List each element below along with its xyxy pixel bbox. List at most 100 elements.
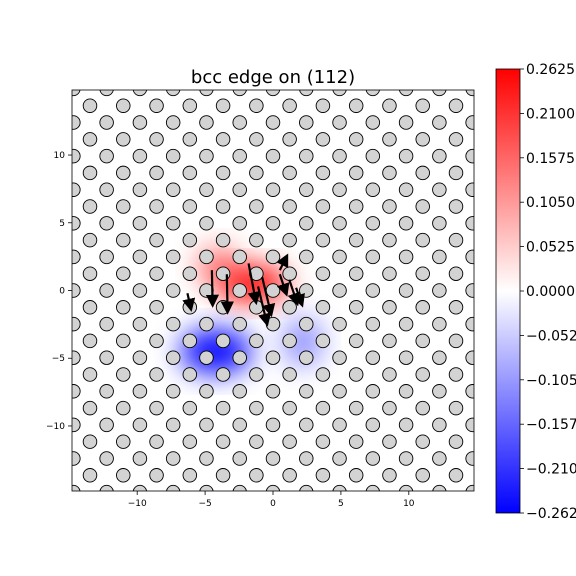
atom: [365, 316, 381, 332]
atom: [82, 300, 98, 315]
atom: [132, 484, 148, 491]
atom: [382, 468, 397, 483]
atom: [448, 132, 464, 147]
atom: [265, 417, 281, 433]
atom: [165, 417, 181, 433]
atom: [299, 316, 314, 332]
atom: [199, 216, 214, 231]
atom: [315, 400, 331, 416]
atom: [265, 316, 281, 332]
atom: [99, 283, 114, 298]
atom: [415, 266, 430, 281]
atom: [132, 451, 148, 466]
atom: [232, 182, 247, 197]
displacement-arrow: [276, 253, 289, 271]
atom: [315, 367, 331, 382]
atom: [249, 400, 264, 416]
atom: [315, 98, 331, 113]
atom: [299, 384, 314, 399]
atom: [348, 266, 364, 281]
atom: [299, 451, 314, 466]
displacement-arrow: [182, 292, 196, 312]
atom: [299, 90, 314, 97]
colorbar-tick-label: 0.2100: [526, 106, 575, 122]
atom: [382, 232, 397, 248]
atom: [116, 98, 131, 113]
atom: [72, 451, 81, 466]
atom: [332, 148, 347, 164]
atom: [315, 300, 331, 315]
atom: [232, 316, 247, 332]
atom: [99, 316, 114, 332]
displacement-arrow: [256, 286, 272, 327]
atom: [448, 165, 464, 181]
atom: [465, 216, 474, 231]
atom: [465, 451, 474, 466]
atom: [465, 384, 474, 399]
atom: [299, 249, 314, 265]
atom: [315, 333, 331, 349]
atom: [398, 350, 414, 365]
displacement-arrow: [261, 276, 276, 318]
y-tick-label: 10: [54, 151, 66, 161]
atom: [232, 350, 247, 365]
plot-area: [71, 89, 475, 492]
atom: [199, 316, 214, 332]
atom: [382, 266, 397, 281]
atom: [265, 484, 281, 491]
atom: [99, 384, 114, 399]
atom: [116, 300, 131, 315]
atom: [398, 182, 414, 197]
atom: [249, 468, 264, 483]
atom: [165, 451, 181, 466]
atom: [365, 216, 381, 231]
atom: [265, 90, 281, 97]
atom: [282, 232, 297, 248]
atom: [132, 148, 148, 164]
atom: [82, 165, 98, 181]
atom: [182, 266, 198, 281]
displacement-arrows: [182, 253, 305, 327]
atom: [382, 367, 397, 382]
atom: [299, 182, 314, 197]
atom: [165, 384, 181, 399]
atom: [232, 384, 247, 399]
atom: [199, 451, 214, 466]
colorbar-tick-label: 0.1575: [526, 151, 575, 167]
atom: [82, 468, 98, 483]
atom: [265, 350, 281, 365]
atom: [72, 249, 81, 265]
atom: [282, 333, 297, 349]
atom: [348, 300, 364, 315]
atom: [182, 400, 198, 416]
atom: [415, 468, 430, 483]
atom: [249, 165, 264, 181]
atom: [415, 400, 430, 416]
atom: [332, 182, 347, 197]
atom: [382, 132, 397, 147]
atom: [99, 216, 114, 231]
atom: [282, 199, 297, 214]
atom: [315, 165, 331, 181]
colorbar-tick-label: 0.1050: [526, 195, 575, 211]
atom: [199, 384, 214, 399]
atom: [182, 132, 198, 147]
atom: [315, 199, 331, 214]
atom: [249, 199, 264, 214]
atom: [132, 283, 148, 298]
atom: [365, 417, 381, 433]
x-tick-label: −10: [128, 499, 147, 509]
atom: [72, 316, 81, 332]
atom: [132, 316, 148, 332]
atom: [215, 367, 231, 382]
atom: [232, 90, 247, 97]
atom: [149, 468, 164, 483]
atom: [149, 367, 164, 382]
atom: [99, 249, 114, 265]
atom: [398, 249, 414, 265]
atom: [348, 98, 364, 113]
atom: [282, 468, 297, 483]
atom: [432, 384, 447, 399]
atom: [149, 333, 164, 349]
